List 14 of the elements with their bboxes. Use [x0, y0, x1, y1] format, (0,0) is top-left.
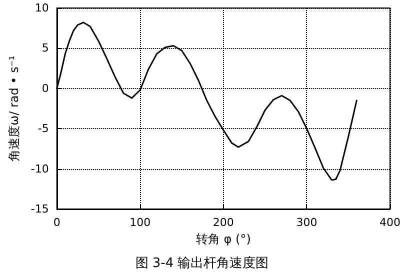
x-tick-label: 200	[212, 216, 234, 229]
y-tick-label: 0	[42, 82, 49, 95]
y-axis-title: 角速度ω/ rad • s⁻¹	[7, 55, 21, 162]
text: 图 3-4 输出杆角速度图	[135, 255, 269, 271]
x-tick-label: 300	[296, 216, 318, 229]
x-tick-label: 100	[130, 216, 151, 229]
y-tick-label: 10	[34, 2, 49, 14]
x-tick-label: 0	[53, 216, 60, 229]
x-axis-title: 转角 φ (°)	[196, 232, 251, 246]
y-tick-label: -15	[30, 202, 49, 216]
y-tick-label: -10	[30, 162, 49, 176]
y-tick-label: -5	[38, 122, 49, 136]
y-tick-label: 5	[42, 42, 49, 55]
x-tick-label: 400	[380, 216, 400, 229]
